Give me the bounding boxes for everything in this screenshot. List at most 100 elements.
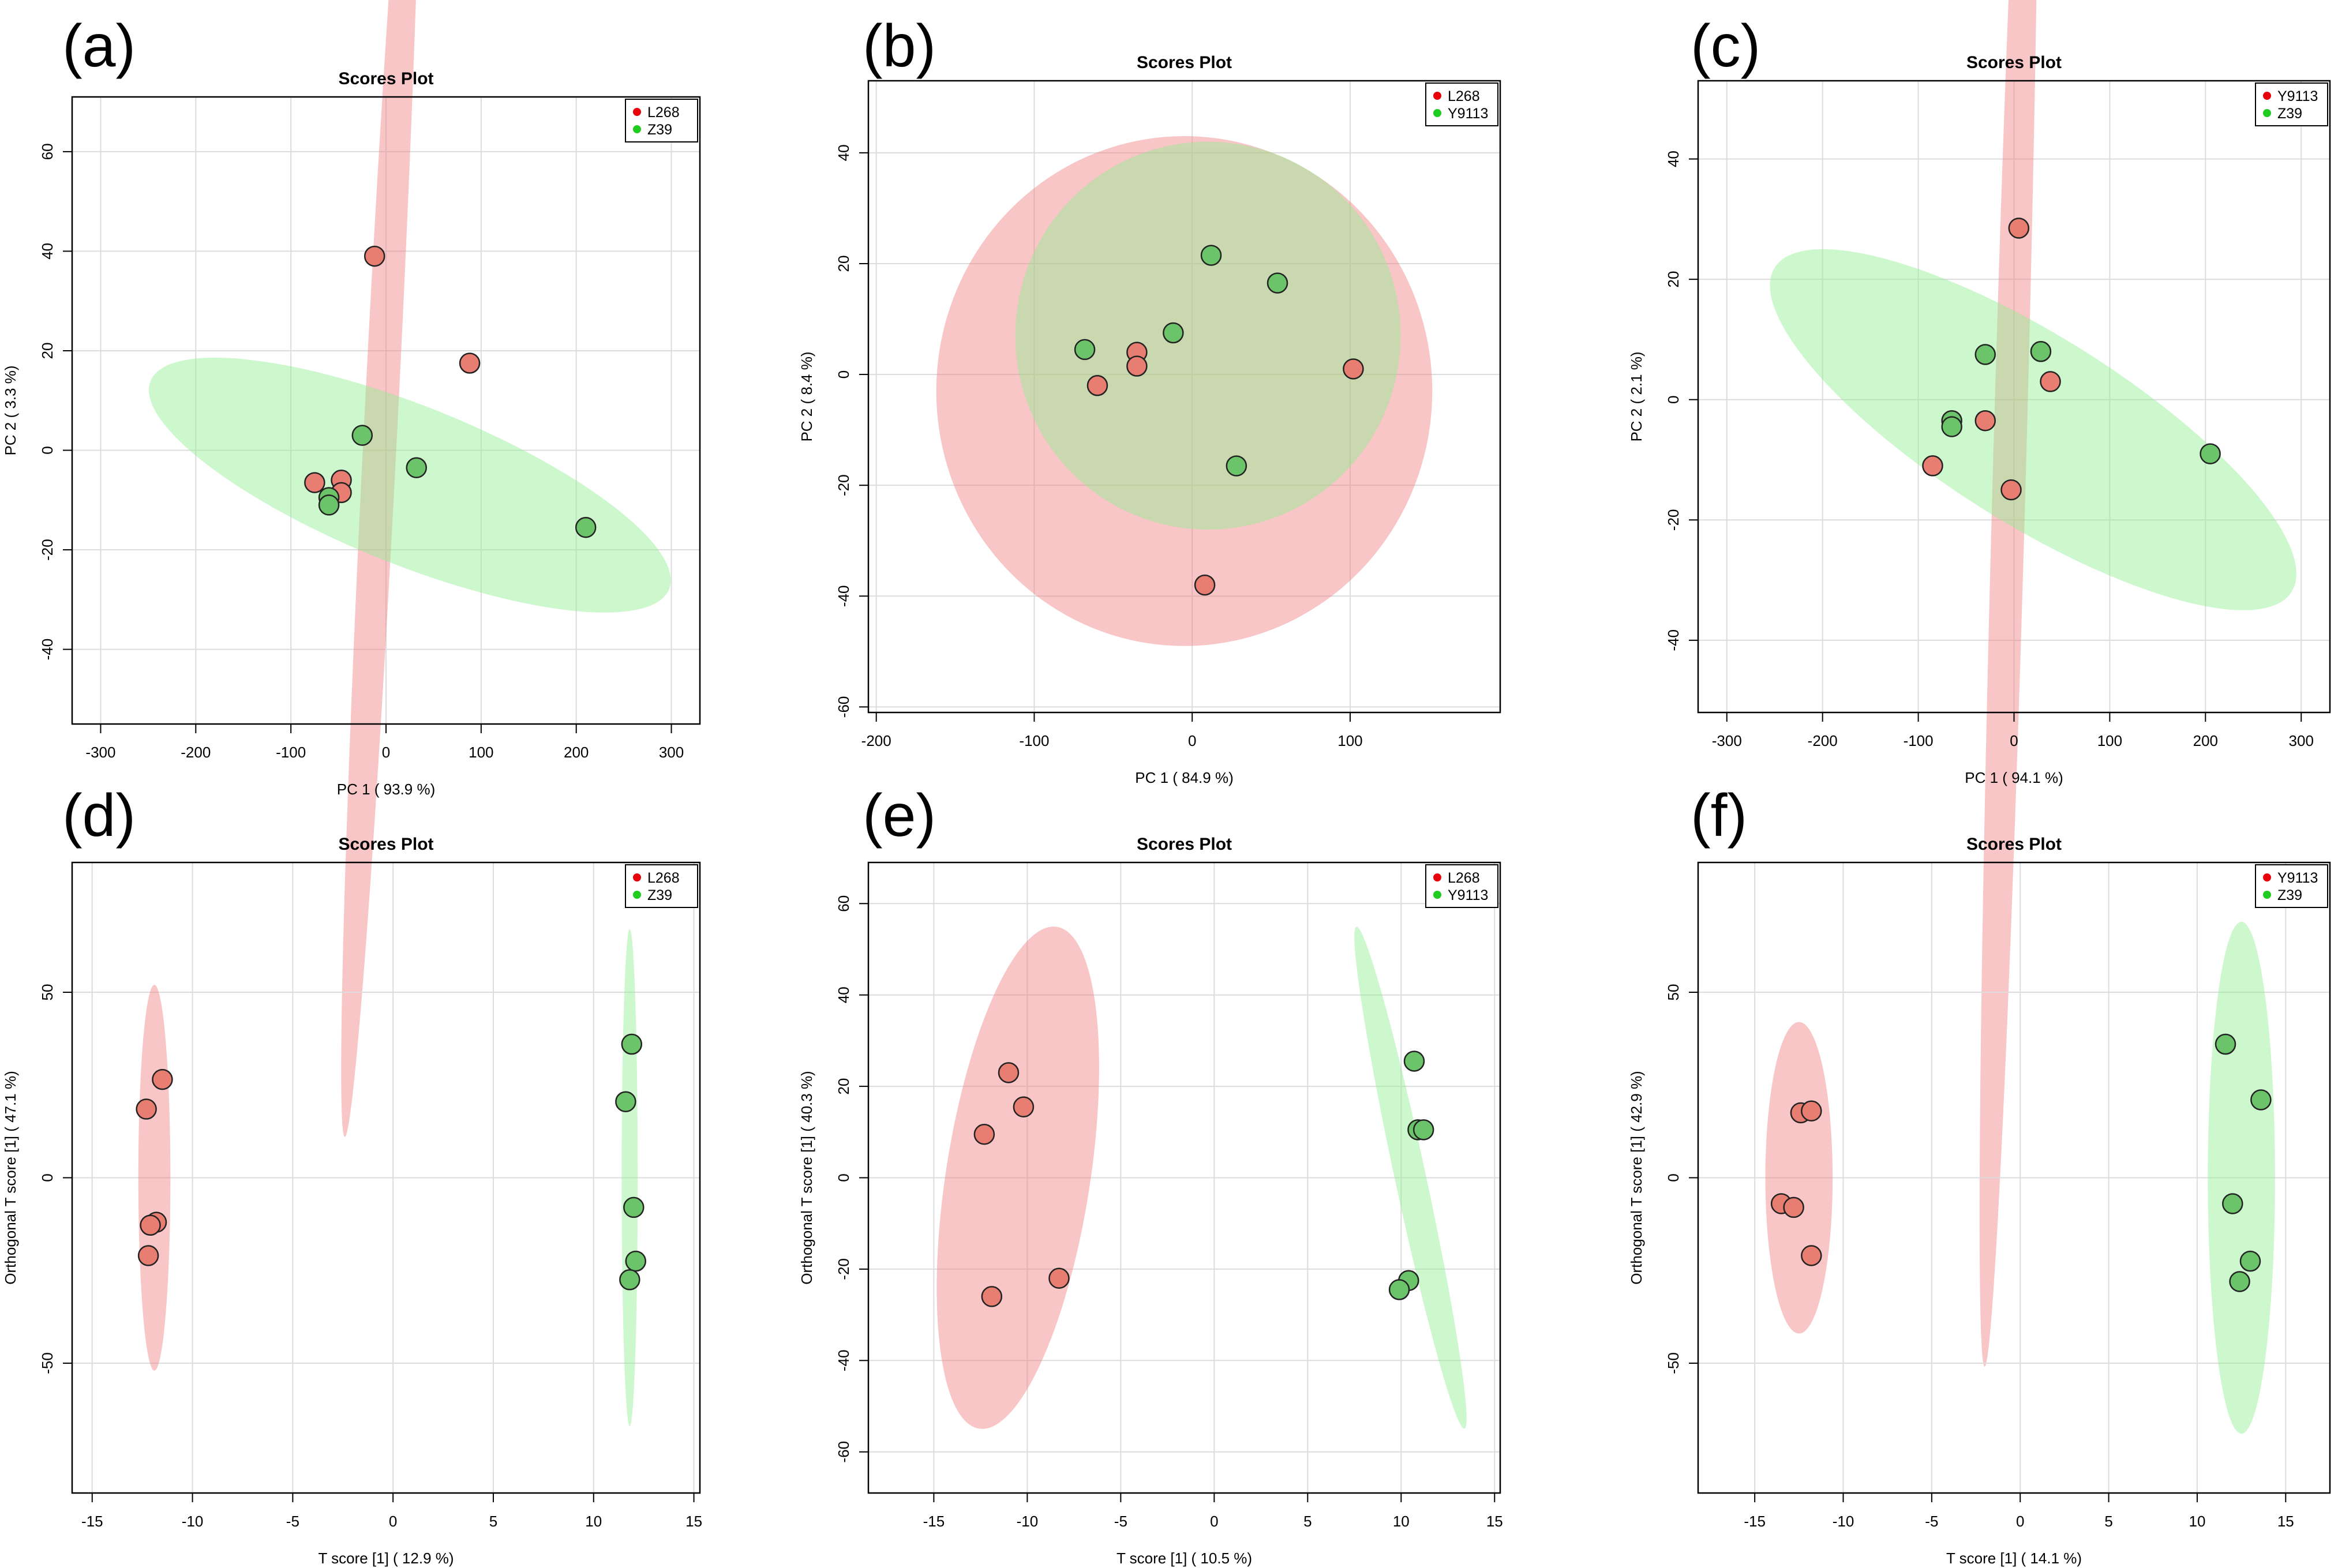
data-point-l268	[136, 1098, 157, 1120]
x-tick-label: -100	[1019, 732, 1049, 749]
x-tick-label: 100	[2097, 732, 2122, 749]
y-tick-label: 0	[835, 1173, 852, 1181]
y-tick-label: -40	[1665, 629, 1682, 651]
y-axis-label: PC 2 ( 2.1 %)	[1628, 351, 1645, 441]
x-tick-label: -10	[1833, 1513, 1854, 1530]
data-point-l268	[1126, 355, 1148, 377]
y-tick-label: -40	[835, 1350, 852, 1372]
data-point-y9113	[1922, 455, 1943, 477]
x-tick-label: 0	[389, 1513, 397, 1530]
y-tick-label: 40	[39, 243, 56, 260]
data-point-l268	[973, 1124, 995, 1145]
data-point-l268	[1343, 358, 1364, 380]
data-point-z39	[619, 1269, 640, 1291]
data-point-l268	[459, 352, 481, 374]
legend-marker	[2263, 109, 2271, 117]
y-axis-label: PC 2 ( 8.4 %)	[798, 351, 815, 441]
legend-marker	[633, 891, 641, 899]
legend-label: Z39	[647, 887, 672, 903]
y-axis-label: PC 2 ( 3.3 %)	[2, 365, 19, 455]
legend-box	[1425, 82, 1498, 126]
data-point-l268	[1194, 574, 1216, 596]
data-point-z39	[623, 1196, 645, 1218]
y-tick-label: -60	[835, 696, 852, 718]
confidence-ellipse-y9113	[1979, 0, 2039, 1367]
x-tick-label: -100	[1904, 732, 1934, 749]
legend-box	[2255, 864, 2328, 908]
chart-title: Scores Plot	[1966, 835, 2062, 854]
y-tick-label: 20	[835, 1078, 852, 1095]
panel-label-f: (f)	[1691, 782, 1748, 849]
y-tick-label: 50	[39, 984, 56, 1001]
x-tick-label: 100	[1337, 732, 1362, 749]
y-tick-label: 0	[39, 446, 56, 454]
x-tick-label: 15	[2277, 1513, 2294, 1530]
panel-label-c: (c)	[1691, 13, 1761, 80]
legend-label: Z39	[2277, 887, 2302, 903]
y-tick-label: 40	[1665, 151, 1682, 167]
y-tick-label: -40	[39, 639, 56, 661]
data-point-z39	[575, 516, 597, 538]
confidence-ellipse-l268	[341, 0, 422, 1137]
x-tick-label: 0	[1210, 1513, 1218, 1530]
x-tick-label: 10	[585, 1513, 602, 1530]
data-point-y9113	[1074, 339, 1096, 361]
x-tick-label: 0	[2016, 1513, 2024, 1530]
x-tick-label: -300	[1712, 732, 1742, 749]
y-axis-label: Orthogonal T score [1] ( 40.3 %)	[798, 1071, 815, 1284]
legend-marker	[2263, 891, 2271, 899]
x-axis-label: T score [1] ( 10.5 %)	[1116, 1550, 1252, 1567]
x-axis-label: PC 1 ( 84.9 %)	[1135, 769, 1234, 786]
chart-title: Scores Plot	[1966, 53, 2062, 72]
legend-marker	[1433, 873, 1441, 881]
data-point-y9113	[2000, 479, 2022, 501]
legend-box	[1425, 864, 1498, 908]
chart-title: Scores Plot	[1137, 835, 1232, 854]
x-tick-label: -10	[182, 1513, 204, 1530]
data-point-z39	[625, 1250, 647, 1272]
x-tick-label: -10	[1017, 1513, 1039, 1530]
x-tick-label: 300	[2289, 732, 2314, 749]
y-tick-label: 0	[835, 370, 852, 378]
legend-marker	[633, 125, 641, 133]
x-tick-label: 5	[1303, 1513, 1312, 1530]
legend-marker	[633, 873, 641, 881]
x-tick-label: 200	[2193, 732, 2218, 749]
data-point-y9113	[2040, 371, 2061, 392]
data-point-l268	[1048, 1267, 1070, 1289]
legend-marker	[2263, 92, 2271, 100]
x-axis-label: T score [1] ( 12.9 %)	[318, 1550, 454, 1567]
data-point-y9113	[1801, 1100, 1822, 1122]
legend-box	[625, 864, 698, 908]
data-point-z39	[621, 1033, 643, 1055]
confidence-ellipse-z39	[1770, 249, 2296, 610]
y-tick-label: -20	[39, 539, 56, 561]
panel-label-d: (d)	[62, 782, 136, 849]
y-tick-label: 60	[39, 143, 56, 160]
data-point-z39	[1974, 344, 1996, 365]
x-tick-label: -100	[276, 744, 306, 761]
y-tick-label: 40	[835, 144, 852, 161]
legend-box	[625, 99, 698, 142]
legend-label: L268	[647, 870, 680, 886]
chart-title: Scores Plot	[338, 69, 433, 88]
data-point-z39	[318, 494, 340, 516]
data-point-z39	[2239, 1250, 2261, 1272]
x-tick-label: 0	[2010, 732, 2018, 749]
chart-panel-a: -300 -200 -100 0 100 200 300-40-200204060Score…	[2, 0, 701, 1137]
y-tick-label: 0	[1665, 395, 1682, 403]
data-point-l268	[1013, 1096, 1035, 1117]
data-point-y9113	[1783, 1196, 1804, 1218]
data-point-z39	[406, 457, 428, 478]
chart-panel-e: -15 -10 -5 0 5 10 15 -60 -40 -20 0 20 40 60 Scores Plo…	[798, 835, 1503, 1567]
data-point-l268	[981, 1286, 1003, 1307]
y-tick-label: 0	[39, 1173, 56, 1181]
y-tick-label: -50	[39, 1352, 56, 1374]
legend-label: Y9113	[1448, 887, 1488, 903]
x-axis-label: T score [1] ( 14.1 %)	[1946, 1550, 2082, 1567]
x-tick-label: 5	[2104, 1513, 2112, 1530]
x-tick-label: -5	[286, 1513, 299, 1530]
data-point-l268	[1086, 375, 1108, 396]
